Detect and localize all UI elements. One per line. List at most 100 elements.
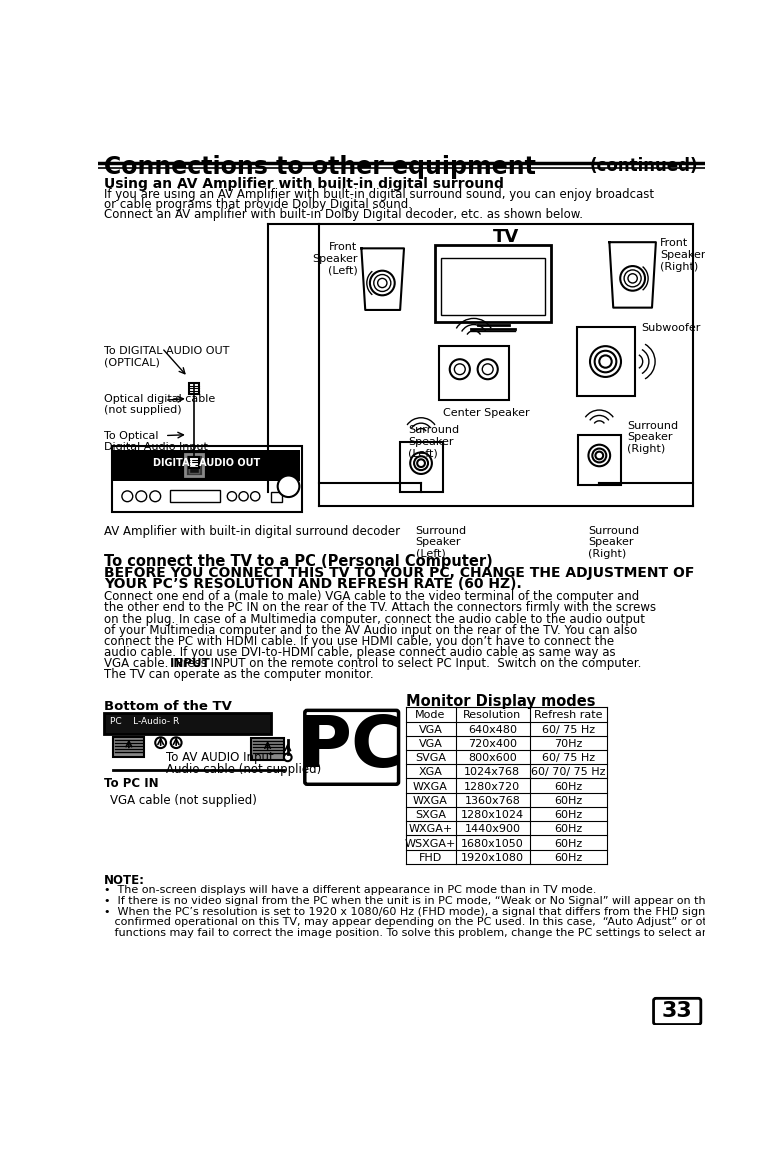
Text: To AV AUDIO Input: To AV AUDIO Input bbox=[166, 751, 274, 764]
Text: WXGA: WXGA bbox=[413, 796, 448, 805]
Text: 60Hz: 60Hz bbox=[554, 852, 583, 863]
Text: Surround
Speaker
(Right): Surround Speaker (Right) bbox=[627, 420, 678, 454]
Text: TV: TV bbox=[493, 228, 518, 247]
Text: audio cable. If you use DVI-to-HDMI cable, please connect audio cable as same wa: audio cable. If you use DVI-to-HDMI cabl… bbox=[104, 646, 615, 659]
Circle shape bbox=[592, 448, 606, 462]
Text: Surround
Speaker
(Right): Surround Speaker (Right) bbox=[589, 525, 640, 559]
Circle shape bbox=[417, 460, 425, 467]
Text: or cable programs that provide Dolby Digital sound.: or cable programs that provide Dolby Dig… bbox=[104, 198, 412, 211]
FancyBboxPatch shape bbox=[305, 711, 399, 785]
Text: DIGITAL AUDIO OUT: DIGITAL AUDIO OUT bbox=[153, 457, 260, 468]
Text: 60Hz: 60Hz bbox=[554, 810, 583, 820]
Circle shape bbox=[278, 476, 299, 497]
Text: 60Hz: 60Hz bbox=[554, 781, 583, 791]
Circle shape bbox=[594, 350, 616, 372]
Circle shape bbox=[227, 492, 236, 501]
Text: INPUT: INPUT bbox=[170, 658, 211, 670]
Text: Surround
Speaker
(Left): Surround Speaker (Left) bbox=[408, 425, 459, 458]
Text: 1360x768: 1360x768 bbox=[464, 796, 520, 805]
Bar bbox=[170, 490, 220, 502]
Text: 1280x1024: 1280x1024 bbox=[460, 810, 524, 820]
Text: (continued): (continued) bbox=[590, 158, 698, 175]
Text: Optical digital cable
(not supplied): Optical digital cable (not supplied) bbox=[104, 394, 215, 416]
Text: 1280x720: 1280x720 bbox=[464, 781, 521, 791]
Circle shape bbox=[454, 364, 465, 374]
Text: NOTE:: NOTE: bbox=[104, 874, 145, 887]
Circle shape bbox=[251, 492, 260, 501]
Text: BEFORE YOU CONNECT THIS TV TO YOUR PC, CHANGE THE ADJUSTMENT OF: BEFORE YOU CONNECT THIS TV TO YOUR PC, C… bbox=[104, 567, 695, 581]
Text: on the plug. In case of a Multimedia computer, connect the audio cable to the au: on the plug. In case of a Multimedia com… bbox=[104, 613, 645, 626]
Text: Refresh rate: Refresh rate bbox=[534, 711, 603, 720]
Text: 1920x1080: 1920x1080 bbox=[461, 852, 524, 863]
Text: FHD: FHD bbox=[419, 852, 442, 863]
Text: Front
Speaker
(Right): Front Speaker (Right) bbox=[660, 238, 705, 272]
Text: functions may fail to correct the image position. To solve this problem, change : functions may fail to correct the image … bbox=[104, 929, 783, 938]
Text: 60/ 70/ 75 Hz: 60/ 70/ 75 Hz bbox=[531, 767, 605, 778]
Text: To connect the TV to a PC (Personal Computer): To connect the TV to a PC (Personal Comp… bbox=[104, 554, 493, 569]
Circle shape bbox=[414, 456, 428, 470]
Text: connect the PC with HDMI cable. If you use HDMI cable, you don’t have to connect: connect the PC with HDMI cable. If you u… bbox=[104, 635, 614, 647]
Bar bbox=[189, 457, 200, 468]
Circle shape bbox=[410, 453, 432, 473]
Text: XGA: XGA bbox=[418, 767, 442, 778]
Text: Connections to other equipment: Connections to other equipment bbox=[104, 156, 536, 180]
Bar bbox=[439, 346, 509, 400]
FancyBboxPatch shape bbox=[654, 999, 701, 1024]
Circle shape bbox=[135, 491, 146, 501]
Text: Surround
Speaker
(Left): Surround Speaker (Left) bbox=[416, 525, 467, 559]
Text: Bottom of the TV: Bottom of the TV bbox=[104, 700, 232, 713]
Text: Front
Speaker
(Left): Front Speaker (Left) bbox=[312, 242, 358, 275]
Polygon shape bbox=[362, 249, 404, 310]
Bar bbox=[189, 384, 200, 394]
Circle shape bbox=[150, 491, 161, 501]
Polygon shape bbox=[609, 242, 656, 308]
Text: 720x400: 720x400 bbox=[468, 738, 517, 749]
Circle shape bbox=[599, 355, 612, 367]
Text: To DIGITAL AUDIO OUT
(OPTICAL): To DIGITAL AUDIO OUT (OPTICAL) bbox=[104, 346, 229, 367]
Text: 60Hz: 60Hz bbox=[554, 839, 583, 849]
Bar bbox=[441, 258, 545, 316]
Circle shape bbox=[620, 266, 645, 290]
Text: PC    L-Audio- R: PC L-Audio- R bbox=[110, 717, 179, 726]
Text: Audio cable (not supplied): Audio cable (not supplied) bbox=[166, 764, 321, 776]
Text: •  When the PC’s resolution is set to 1920 x 1080/60 Hz (FHD mode), a signal tha: • When the PC’s resolution is set to 192… bbox=[104, 907, 783, 917]
Text: 800x600: 800x600 bbox=[468, 753, 517, 763]
Text: 1680x1050: 1680x1050 bbox=[461, 839, 524, 849]
Text: 1024x768: 1024x768 bbox=[464, 767, 521, 778]
Text: Connect one end of a (male to male) VGA cable to the video terminal of the compu: Connect one end of a (male to male) VGA … bbox=[104, 590, 640, 604]
Text: 60Hz: 60Hz bbox=[554, 796, 583, 805]
Circle shape bbox=[449, 359, 470, 379]
Circle shape bbox=[628, 274, 637, 283]
Bar bbox=[435, 244, 551, 321]
Circle shape bbox=[595, 452, 603, 460]
Text: To PC IN: To PC IN bbox=[104, 778, 159, 790]
Text: 60Hz: 60Hz bbox=[554, 825, 583, 834]
Text: YOUR PC’S RESOLUTION AND REFRESH RATE (60 HZ).: YOUR PC’S RESOLUTION AND REFRESH RATE (6… bbox=[104, 577, 521, 591]
Text: of your Multimedia computer and to the AV Audio input on the rear of the TV. You: of your Multimedia computer and to the A… bbox=[104, 623, 637, 637]
Text: Using an AV Amplifier with built-in digital surround: Using an AV Amplifier with built-in digi… bbox=[104, 176, 504, 191]
Bar bbox=[114, 450, 300, 480]
Text: WXGA+: WXGA+ bbox=[408, 825, 453, 834]
Text: 60/ 75 Hz: 60/ 75 Hz bbox=[542, 753, 595, 763]
Text: VGA cable.  Press INPUT on the remote control to select PC Input.  Switch on the: VGA cable. Press INPUT on the remote con… bbox=[104, 658, 641, 670]
Text: To Optical
Digital Audio Input: To Optical Digital Audio Input bbox=[104, 431, 208, 453]
Bar bbox=[114, 736, 144, 757]
Text: •  The on-screen displays will have a different appearance in PC mode than in TV: • The on-screen displays will have a dif… bbox=[104, 885, 597, 895]
Text: AV Amplifier with built-in digital surround decoder: AV Amplifier with built-in digital surro… bbox=[104, 525, 400, 538]
Text: WSXGA+: WSXGA+ bbox=[405, 839, 456, 849]
Text: If you are using an AV Amplifier with built-in digital surround sound, you can e: If you are using an AV Amplifier with bu… bbox=[104, 188, 655, 202]
Text: 70Hz: 70Hz bbox=[554, 738, 583, 749]
Text: The TV can operate as the computer monitor.: The TV can operate as the computer monit… bbox=[104, 668, 373, 681]
Bar bbox=[579, 434, 621, 485]
Text: VGA: VGA bbox=[418, 725, 442, 735]
Circle shape bbox=[155, 737, 166, 748]
Bar bbox=[112, 446, 301, 511]
Text: Monitor Display modes: Monitor Display modes bbox=[406, 695, 595, 710]
Bar bbox=[400, 442, 442, 492]
Text: Resolution: Resolution bbox=[464, 711, 521, 720]
Text: confirmed operational on this TV, may appear depending on the PC used. In this c: confirmed operational on this TV, may ap… bbox=[104, 917, 783, 927]
Circle shape bbox=[171, 737, 182, 748]
Text: Subwoofer: Subwoofer bbox=[641, 323, 701, 333]
Text: Connect an AV amplifier with built-in Dolby Digital decoder, etc. as shown below: Connect an AV amplifier with built-in Do… bbox=[104, 209, 583, 221]
Circle shape bbox=[478, 359, 498, 379]
